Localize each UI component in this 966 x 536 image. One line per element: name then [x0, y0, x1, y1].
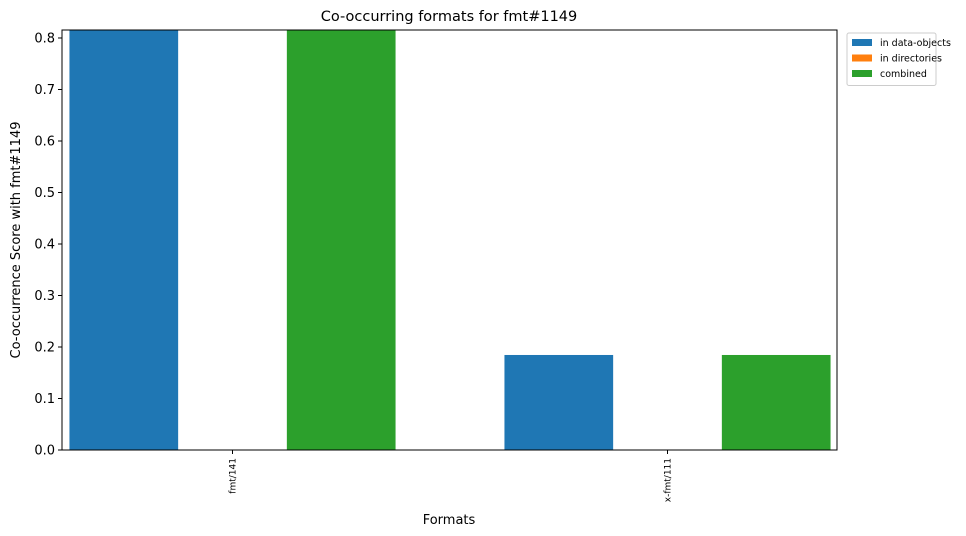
- legend-swatch: [852, 54, 872, 62]
- y-axis: 0.0 0.1 0.2 0.3 0.4 0.5 0.6 0.7 0.8: [34, 31, 62, 459]
- legend-swatch: [852, 39, 872, 46]
- y-tick-label: 0.6: [34, 134, 55, 149]
- plot-frame: [61, 29, 838, 451]
- bar-in-data-objects-fmt-141: [69, 30, 179, 450]
- legend-label: in data-objects: [880, 38, 951, 49]
- y-tick-label: 0.5: [34, 186, 55, 201]
- bars-group: [69, 30, 831, 450]
- y-tick-label: 0.7: [34, 83, 55, 98]
- chart-title: Co-occurring formats for fmt#1149: [321, 9, 578, 25]
- x-axis: fmt/141 x-fmt/111: [229, 450, 674, 502]
- x-tick-label: fmt/141: [229, 458, 239, 494]
- y-tick-label: 0.1: [34, 392, 55, 407]
- legend: in data-objects in directories combined: [846, 32, 951, 86]
- legend-label: in directories: [880, 54, 942, 65]
- legend-swatch: [852, 70, 872, 77]
- y-tick-label: 0.8: [34, 31, 55, 46]
- y-tick-label: 0.4: [34, 237, 55, 252]
- x-tick-label: x-fmt/111: [664, 458, 674, 502]
- bar-combined-fmt-141: [286, 30, 396, 450]
- y-axis-label: Co-occurrence Score with fmt#1149: [9, 122, 24, 359]
- x-axis-label: Formats: [423, 513, 476, 528]
- bar-in-data-objects-x-fmt-111: [504, 354, 614, 450]
- legend-label: combined: [880, 69, 927, 80]
- y-tick-label: 0.3: [34, 289, 55, 304]
- y-tick-label: 0.0: [34, 444, 55, 459]
- bar-combined-x-fmt-111: [721, 354, 831, 450]
- y-tick-label: 0.2: [34, 340, 55, 355]
